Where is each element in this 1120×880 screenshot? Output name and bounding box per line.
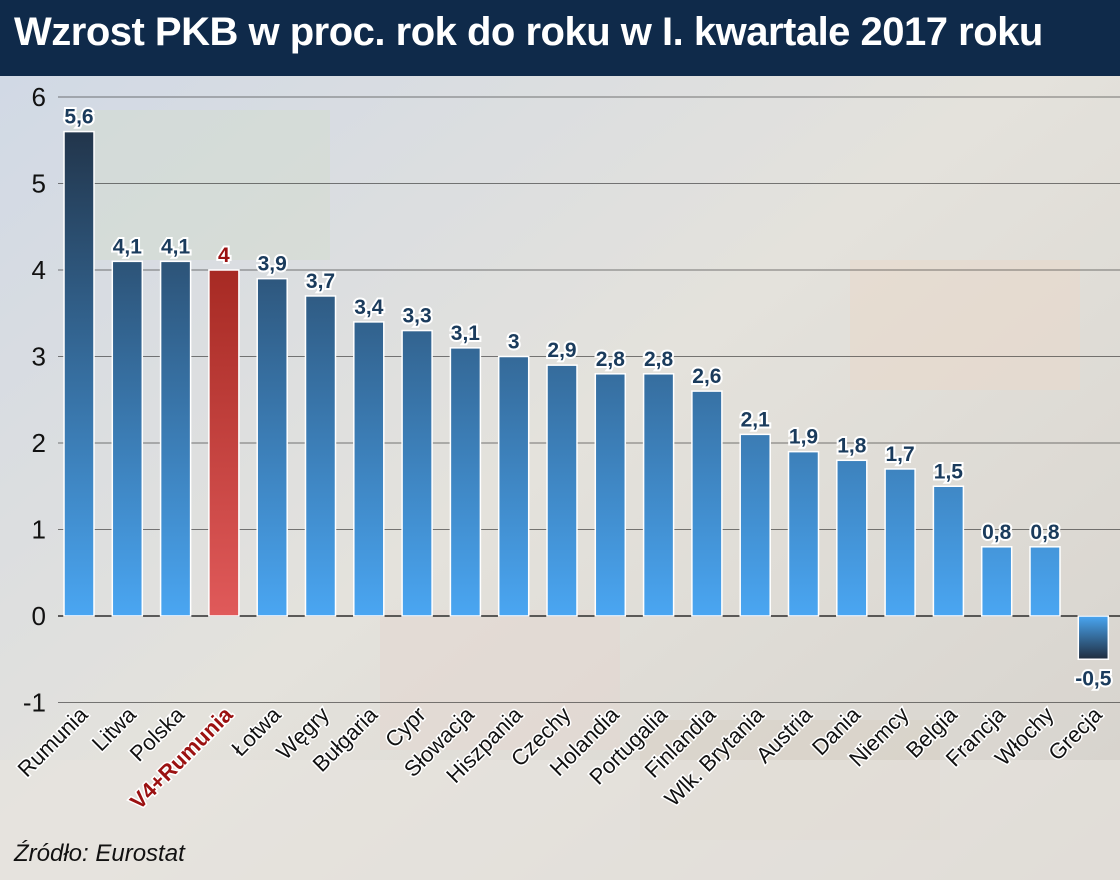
value-label: 3,7 [306, 270, 335, 293]
bar-węgry [304, 295, 337, 617]
value-label: 2,8 [644, 348, 674, 371]
value-label: 4 [218, 244, 230, 267]
y-tick-label: 5 [32, 169, 46, 199]
value-label: 2,1 [741, 408, 771, 431]
value-label: 1,8 [837, 434, 867, 457]
bar-litwa [111, 260, 144, 617]
value-label: 1,5 [934, 460, 964, 483]
y-tick-label: 0 [32, 601, 46, 631]
value-label: 5,6 [64, 106, 93, 129]
value-label: 1,7 [885, 443, 914, 466]
value-label: 1,9 [789, 426, 818, 449]
bar-austria [787, 450, 820, 617]
value-label: 2,6 [692, 365, 721, 388]
bar-belgia [932, 485, 965, 617]
category-label: Austria [751, 701, 818, 768]
bar-finlandia [691, 390, 723, 617]
bar-włochy [1029, 546, 1061, 617]
value-label: 3 [508, 331, 520, 354]
value-label: 4,1 [113, 235, 143, 258]
value-label: 2,8 [596, 348, 626, 371]
bar-czechy [546, 364, 578, 617]
source-note: Źródło: Eurostat [14, 840, 185, 867]
category-label: Grecja [1043, 701, 1107, 765]
bar-wlk-brytania [739, 433, 771, 617]
value-label: 3,4 [354, 296, 384, 319]
title-bar: Wzrost PKB w proc. rok do roku w I. kwar… [0, 0, 1120, 76]
bar-polska [159, 260, 192, 617]
value-label: -0,5 [1075, 667, 1112, 690]
y-tick-label: -1 [23, 688, 46, 718]
bar-niemcy [884, 468, 916, 617]
value-label: 3,1 [451, 322, 481, 345]
value-label: 2,9 [547, 339, 576, 362]
chart-title: Wzrost PKB w proc. rok do roku w I. kwar… [14, 10, 1043, 54]
bar-łotwa [256, 277, 288, 617]
bar-portugalia [642, 373, 675, 617]
bar-słowacja [449, 347, 482, 617]
y-tick-label: 4 [32, 255, 46, 285]
bar-grecja [1077, 615, 1110, 660]
y-tick-label: 1 [32, 515, 46, 545]
y-tick-label: 6 [32, 82, 46, 112]
value-label: 0,8 [1030, 521, 1060, 544]
bar-dania [836, 459, 868, 617]
bar-francja [980, 546, 1013, 617]
value-label: 3,9 [258, 253, 287, 276]
bar-holandia [594, 373, 627, 617]
value-label: 3,3 [402, 305, 431, 328]
bar-rumunia [63, 130, 95, 617]
y-tick-label: 3 [32, 342, 46, 372]
value-label: 0,8 [982, 521, 1012, 544]
bar-v4-rumunia [208, 269, 240, 617]
bar-cypr [401, 329, 433, 617]
y-tick-label: 2 [32, 428, 46, 458]
bar-hiszpania [497, 355, 530, 617]
bar-bułgaria [353, 321, 385, 617]
value-label: 4,1 [161, 235, 191, 258]
